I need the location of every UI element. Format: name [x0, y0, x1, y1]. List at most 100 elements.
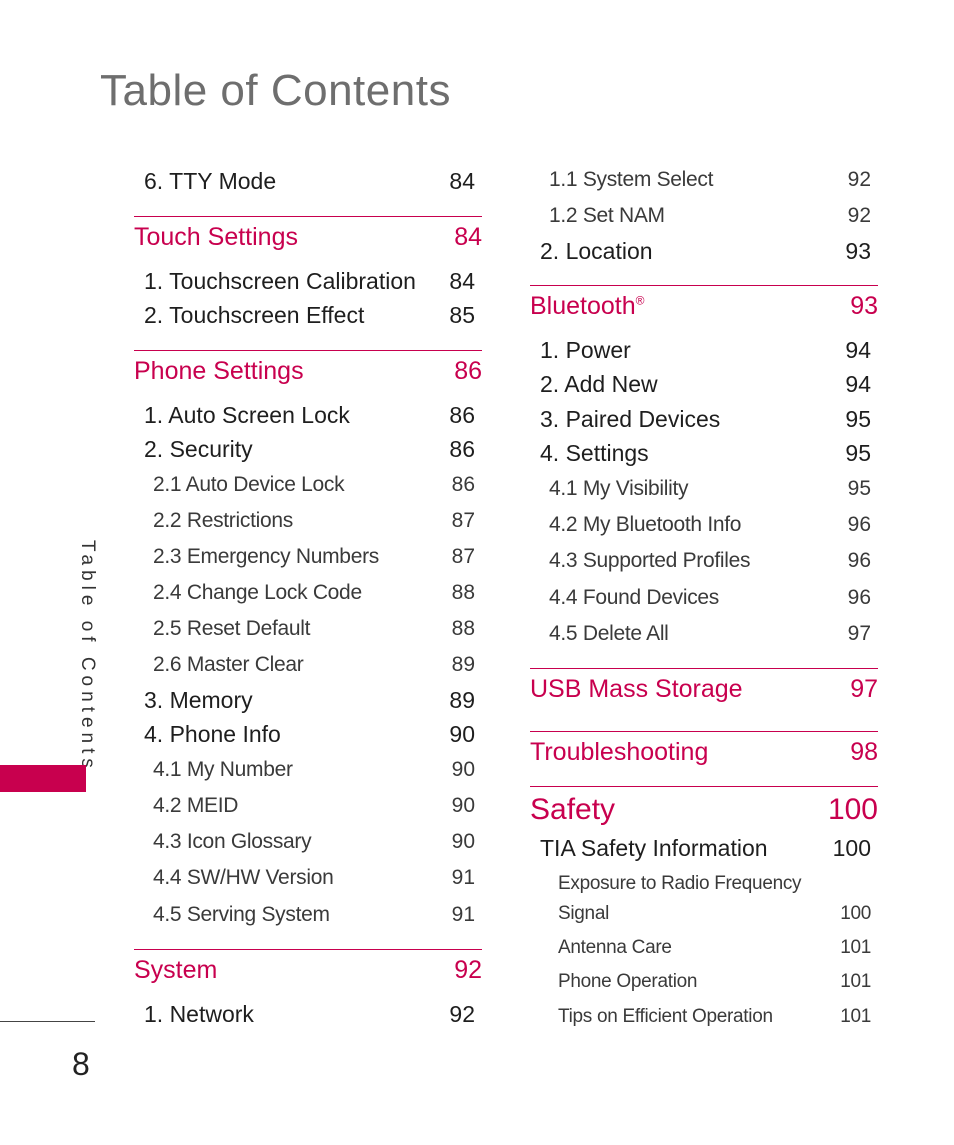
entry-label: 4. Settings — [540, 440, 649, 466]
toc-entry-exposure-line2[interactable]: Signal 100 — [530, 903, 878, 925]
entry-label: 4.4 SW/HW Version — [153, 866, 334, 889]
toc-entry-tia-safety-information[interactable]: TIA Safety Information 100 — [530, 835, 878, 862]
toc-section-troubleshooting[interactable]: Troubleshooting 98 — [530, 731, 878, 767]
toc-entry-network[interactable]: 1. Network 92 — [134, 1001, 482, 1028]
entry-page: 96 — [847, 586, 871, 609]
side-tab-marker — [0, 765, 86, 792]
entry-label: 4.2 My Bluetooth Info — [549, 513, 742, 536]
toc-entry-emergency-numbers[interactable]: 2.3 Emergency Numbers 87 — [134, 545, 482, 569]
section-label: USB Mass Storage — [530, 675, 743, 703]
entry-label: TIA Safety Information — [540, 835, 768, 861]
toc-entry-paired-devices[interactable]: 3. Paired Devices 95 — [530, 406, 878, 433]
toc-entry-tty-mode[interactable]: 6. TTY Mode 84 — [134, 168, 482, 195]
entry-page: 100 — [840, 903, 871, 924]
entry-page: 90 — [451, 830, 475, 853]
entry-page: 90 — [449, 721, 475, 747]
toc-entry-memory[interactable]: 3. Memory 89 — [134, 687, 482, 714]
entry-label: 2. Location — [540, 238, 653, 264]
section-label: Touch Settings — [134, 223, 298, 251]
toc-entry-icon-glossary[interactable]: 4.3 Icon Glossary 90 — [134, 830, 482, 854]
toc-section-usb-mass-storage[interactable]: USB Mass Storage 97 — [530, 668, 878, 704]
toc-entry-change-lock-code[interactable]: 2.4 Change Lock Code 88 — [134, 581, 482, 605]
entry-label: 3. Memory — [144, 687, 253, 713]
entry-page: 91 — [451, 903, 475, 926]
toc-entry-auto-device-lock[interactable]: 2.1 Auto Device Lock 86 — [134, 473, 482, 497]
entry-page: 86 — [449, 436, 475, 462]
side-tab-label: Table of Contents — [77, 540, 98, 773]
registered-mark: ® — [635, 293, 645, 308]
entry-label: 2.1 Auto Device Lock — [153, 473, 345, 496]
entry-label: 2.2 Restrictions — [153, 509, 293, 532]
section-page: 100 — [827, 793, 878, 826]
entry-page: 101 — [840, 971, 871, 992]
entry-label: 2. Add New — [540, 371, 658, 397]
toc-entry-touchscreen-calibration[interactable]: 1. Touchscreen Calibration 84 — [134, 268, 482, 295]
entry-label: Tips on Efficient Operation — [558, 1006, 773, 1027]
toc-entry-delete-all[interactable]: 4.5 Delete All 97 — [530, 622, 878, 646]
entry-page: 95 — [845, 440, 871, 466]
entry-label: 4.1 My Visibility — [549, 477, 689, 500]
entry-label: 4.5 Delete All — [549, 622, 669, 645]
entry-page: 95 — [845, 406, 871, 432]
toc-section-touch-settings[interactable]: Touch Settings 84 — [134, 216, 482, 252]
entry-page: 88 — [451, 581, 475, 604]
toc-section-bluetooth[interactable]: Bluetooth® 93 — [530, 285, 878, 321]
entry-label: 2.4 Change Lock Code — [153, 581, 362, 604]
toc-entry-master-clear[interactable]: 2.6 Master Clear 89 — [134, 653, 482, 677]
toc-entry-found-devices[interactable]: 4.4 Found Devices 96 — [530, 586, 878, 610]
entry-label: 1. Touchscreen Calibration — [144, 268, 416, 294]
toc-entry-tips-efficient-operation[interactable]: Tips on Efficient Operation 101 — [530, 1006, 878, 1028]
toc-entry-phone-operation[interactable]: Phone Operation 101 — [530, 971, 878, 993]
section-label: Bluetooth® — [530, 292, 644, 321]
entry-label: 2.5 Reset Default — [153, 617, 311, 640]
toc-entry-system-select[interactable]: 1.1 System Select 92 — [530, 168, 878, 192]
toc-entry-location[interactable]: 2. Location 93 — [530, 238, 878, 265]
toc-entry-auto-screen-lock[interactable]: 1. Auto Screen Lock 86 — [134, 402, 482, 429]
entry-page: 92 — [449, 1001, 475, 1027]
toc-entry-supported-profiles[interactable]: 4.3 Supported Profiles 96 — [530, 549, 878, 573]
toc-entry-touchscreen-effect[interactable]: 2. Touchscreen Effect 85 — [134, 302, 482, 329]
entry-page: 93 — [845, 238, 871, 264]
entry-page: 96 — [847, 549, 871, 572]
entry-page: 92 — [847, 204, 871, 227]
entry-label: 4.3 Icon Glossary — [153, 830, 312, 853]
toc-section-safety[interactable]: Safety 100 — [530, 786, 878, 827]
toc-entry-my-number[interactable]: 4.1 My Number 90 — [134, 758, 482, 782]
toc-entry-set-nam[interactable]: 1.2 Set NAM 92 — [530, 204, 878, 228]
entry-page: 87 — [451, 545, 475, 568]
section-page: 93 — [850, 292, 878, 320]
section-label: Safety — [530, 793, 616, 826]
toc-entry-my-bluetooth-info[interactable]: 4.2 My Bluetooth Info 96 — [530, 513, 878, 537]
entry-page: 89 — [451, 653, 475, 676]
toc-entry-reset-default[interactable]: 2.5 Reset Default 88 — [134, 617, 482, 641]
entry-label: 4.4 Found Devices — [549, 586, 719, 609]
toc-entry-settings[interactable]: 4. Settings 95 — [530, 440, 878, 467]
section-label: Troubleshooting — [530, 738, 709, 766]
toc-entry-exposure-line1[interactable]: Exposure to Radio Frequency — [530, 873, 878, 895]
toc-entry-power[interactable]: 1. Power 94 — [530, 337, 878, 364]
toc-section-phone-settings[interactable]: Phone Settings 86 — [134, 350, 482, 386]
entry-label: Exposure to Radio Frequency — [558, 873, 802, 894]
entry-page: 96 — [847, 513, 871, 536]
toc-section-system[interactable]: System 92 — [134, 949, 482, 985]
page-number-rule — [0, 1021, 95, 1022]
entry-page: 85 — [449, 302, 475, 328]
toc-entry-restrictions[interactable]: 2.2 Restrictions 87 — [134, 509, 482, 533]
toc-entry-serving-system[interactable]: 4.5 Serving System 91 — [134, 903, 482, 927]
toc-entry-phone-info[interactable]: 4. Phone Info 90 — [134, 721, 482, 748]
section-page: 86 — [454, 357, 482, 385]
entry-page: 97 — [847, 622, 871, 645]
toc-entry-add-new[interactable]: 2. Add New 94 — [530, 371, 878, 398]
toc-entry-antenna-care[interactable]: Antenna Care 101 — [530, 937, 878, 959]
entry-page: 94 — [845, 337, 871, 363]
entry-label: Signal — [558, 903, 610, 924]
entry-page: 88 — [451, 617, 475, 640]
entry-label: 1. Power — [540, 337, 631, 363]
toc-entry-my-visibility[interactable]: 4.1 My Visibility 95 — [530, 477, 878, 501]
entry-page: 101 — [840, 937, 871, 958]
toc-entry-security[interactable]: 2. Security 86 — [134, 436, 482, 463]
toc-entry-meid[interactable]: 4.2 MEID 90 — [134, 794, 482, 818]
entry-page: 86 — [449, 402, 475, 428]
entry-label: 4.5 Serving System — [153, 903, 330, 926]
toc-entry-sw-hw-version[interactable]: 4.4 SW/HW Version 91 — [134, 866, 482, 890]
